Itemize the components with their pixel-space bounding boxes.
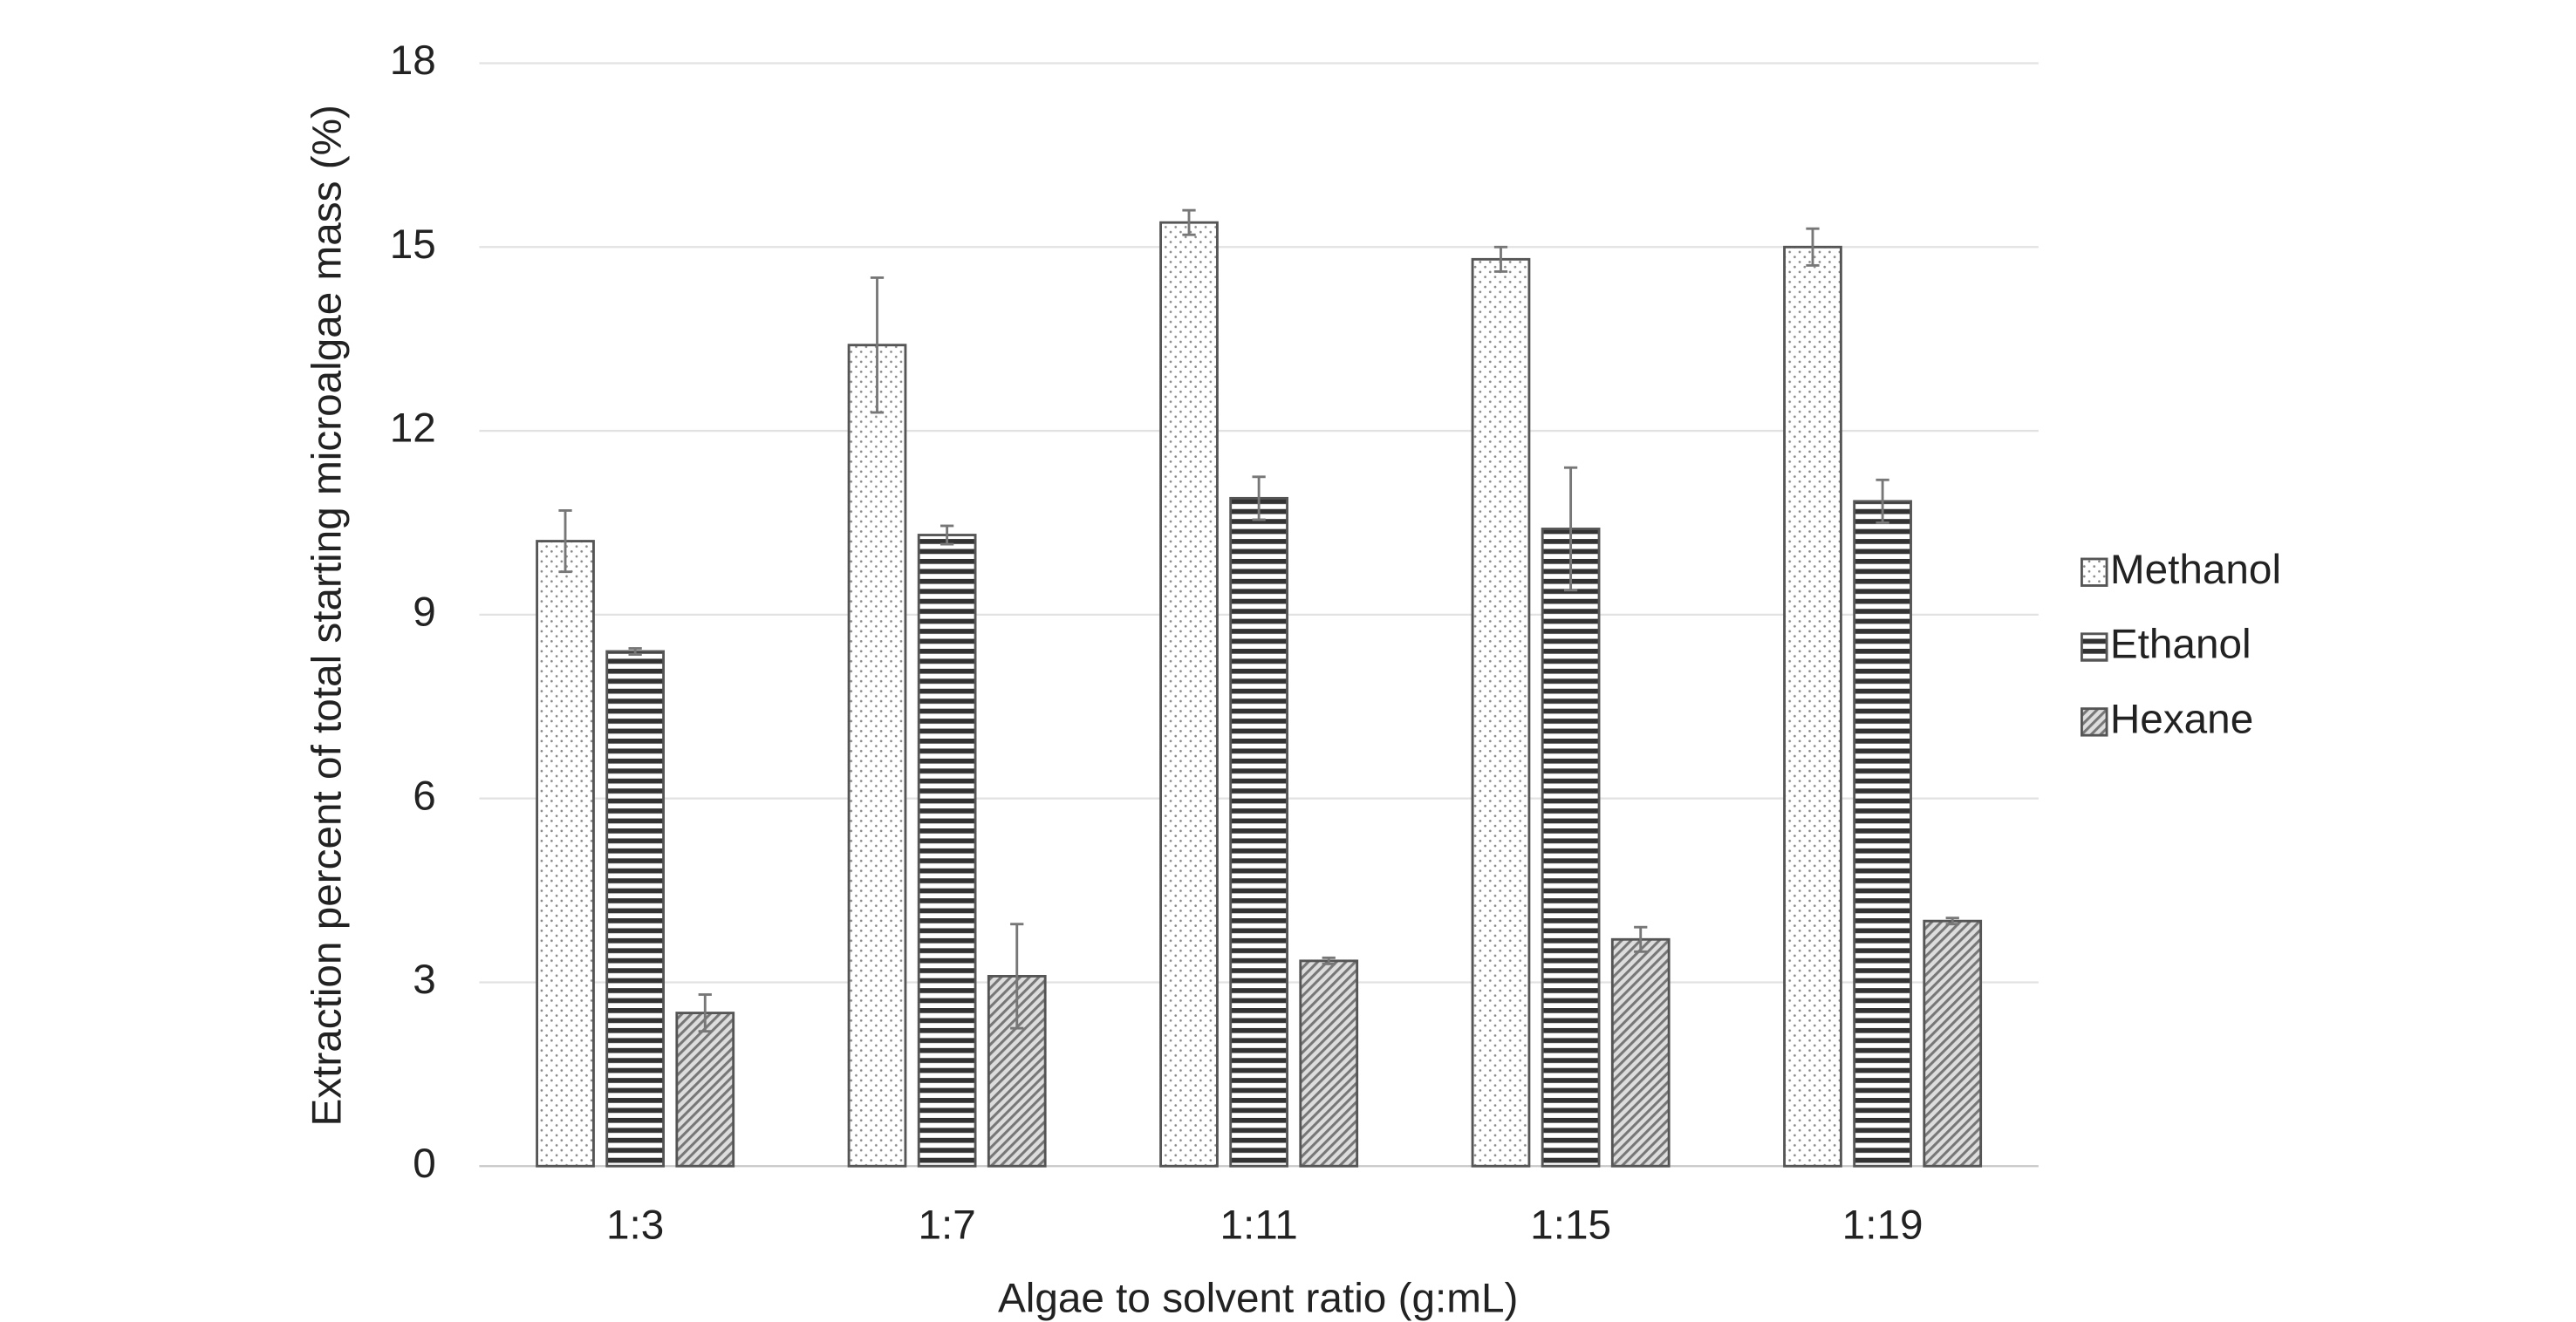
- legend-swatch: [2081, 707, 2108, 737]
- error-bar: [1563, 466, 1578, 592]
- y-tick-label: 18: [390, 37, 436, 84]
- bar: [1853, 500, 1912, 1168]
- error-bar: [870, 276, 885, 414]
- error-bar: [1010, 923, 1024, 1030]
- bar: [1471, 257, 1531, 1168]
- y-axis-title: Extraction percent of total starting mic…: [304, 105, 350, 1126]
- bar: [1610, 937, 1671, 1168]
- error-bar: [1806, 227, 1820, 267]
- legend-label: Methanol: [2110, 547, 2281, 593]
- y-tick-label: 15: [390, 221, 436, 268]
- y-tick-label: 9: [413, 589, 436, 635]
- bar: [1229, 496, 1288, 1168]
- bar: [536, 540, 595, 1168]
- error-bar: [698, 993, 712, 1033]
- legend-swatch: [2081, 557, 2108, 587]
- error-bar: [558, 508, 572, 574]
- bar: [917, 534, 977, 1168]
- x-tick-label: 1:19: [1842, 1202, 1923, 1248]
- x-tick-label: 1:3: [606, 1202, 664, 1248]
- y-tick-label: 6: [413, 773, 436, 819]
- error-bar: [1252, 475, 1266, 521]
- bar: [1159, 221, 1219, 1168]
- error-bar: [1322, 956, 1336, 965]
- error-bar: [1182, 208, 1196, 236]
- error-bar: [1634, 925, 1648, 953]
- legend-label: Hexane: [2110, 697, 2253, 743]
- bar: [1541, 528, 1601, 1168]
- bar: [605, 650, 665, 1168]
- legend-label: Ethanol: [2110, 622, 2251, 668]
- bar: [1299, 959, 1359, 1168]
- x-tick-label: 1:15: [1530, 1202, 1611, 1248]
- x-axis-title: Algae to solvent ratio (g:mL): [998, 1275, 1518, 1321]
- error-bar: [940, 524, 954, 546]
- error-bar: [1876, 478, 1889, 524]
- error-bar: [628, 647, 642, 656]
- legend-swatch: [2081, 632, 2108, 662]
- bar: [847, 344, 907, 1168]
- x-tick-label: 1:11: [1220, 1202, 1297, 1248]
- y-tick-label: 0: [413, 1141, 436, 1187]
- y-tick-label: 12: [390, 405, 436, 452]
- y-tick-label: 3: [413, 957, 436, 1003]
- x-tick-label: 1:7: [918, 1202, 975, 1248]
- error-bar: [1493, 245, 1508, 273]
- bar: [675, 1012, 735, 1168]
- bar: [1923, 919, 1983, 1168]
- bar: [1783, 245, 1842, 1168]
- error-bar: [1945, 917, 1959, 926]
